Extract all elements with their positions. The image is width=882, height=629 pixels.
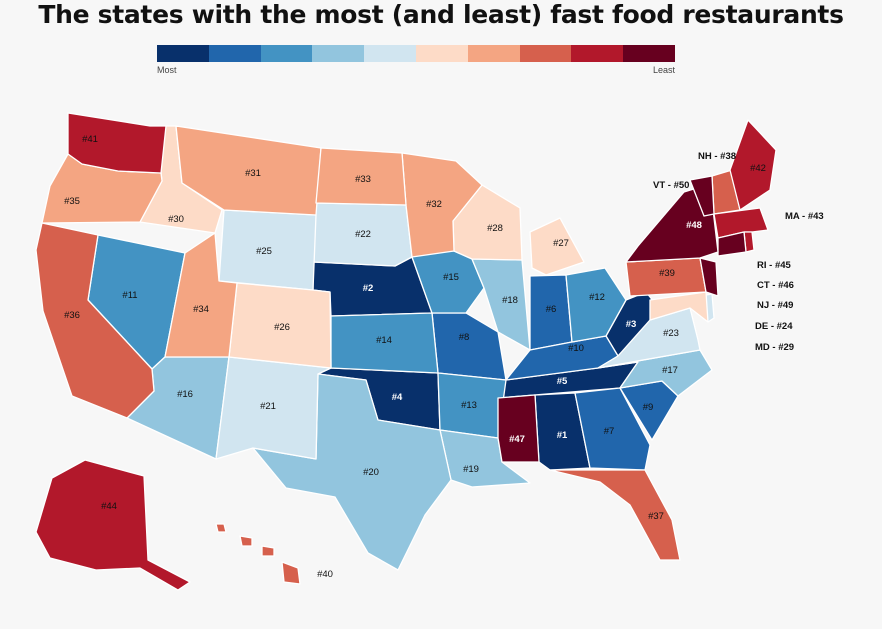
rank-label-north-carolina: #17 bbox=[662, 365, 678, 376]
rank-label-washington: #41 bbox=[82, 134, 98, 145]
rank-label-oregon: #35 bbox=[64, 196, 80, 207]
state-vermont[interactable] bbox=[689, 175, 715, 217]
rank-label-arizona: #16 bbox=[177, 389, 193, 400]
state-washington[interactable] bbox=[67, 112, 167, 174]
legend-swatch-5 bbox=[364, 45, 416, 62]
legend-high-label: Least bbox=[652, 65, 675, 75]
state-north-dakota[interactable] bbox=[315, 147, 407, 206]
rank-label-texas: #20 bbox=[363, 467, 379, 478]
rank-label-oklahoma: #4 bbox=[392, 392, 403, 403]
rank-label-florida: #37 bbox=[648, 511, 664, 522]
state-florida[interactable] bbox=[549, 469, 681, 561]
state-maine[interactable] bbox=[729, 119, 777, 211]
rank-label-mississippi: #47 bbox=[509, 434, 525, 445]
rank-label-tennessee: #5 bbox=[557, 376, 568, 387]
state-alaska[interactable] bbox=[35, 459, 191, 591]
state-new-york[interactable] bbox=[625, 183, 719, 263]
rank-label-iowa: #15 bbox=[443, 272, 459, 283]
legend-swatch-7 bbox=[467, 45, 520, 62]
rank-label-montana: #31 bbox=[245, 168, 261, 179]
legend-swatch-8 bbox=[519, 45, 572, 62]
rank-label-utah: #34 bbox=[193, 304, 209, 315]
rank-label-west-virginia: #3 bbox=[626, 319, 637, 330]
legend-color-scale bbox=[157, 45, 675, 62]
state-montana[interactable] bbox=[175, 125, 322, 216]
map-title: The states with the most (and least) fas… bbox=[38, 0, 844, 29]
rank-label-maine: #42 bbox=[750, 163, 766, 174]
rank-label-kentucky: #10 bbox=[568, 343, 584, 354]
rank-label-colorado: #26 bbox=[274, 322, 290, 333]
legend-low-label: Most bbox=[157, 65, 177, 75]
side-label-vt: VT - #50 bbox=[653, 180, 689, 191]
legend-swatch-6 bbox=[415, 45, 468, 62]
state-california[interactable] bbox=[35, 222, 155, 419]
side-label-nh: NH - #38 bbox=[698, 151, 736, 162]
rank-label-missouri: #8 bbox=[459, 332, 470, 343]
rank-label-nevada: #11 bbox=[122, 290, 137, 301]
state-utah[interactable] bbox=[164, 232, 238, 358]
rank-label-pennsylvania: #39 bbox=[659, 268, 675, 279]
legend-swatch-1 bbox=[157, 45, 209, 62]
rank-label-kansas: #14 bbox=[376, 335, 392, 346]
rank-label-arkansas: #13 bbox=[461, 400, 477, 411]
legend-swatch-4 bbox=[312, 45, 365, 62]
legend-swatch-2 bbox=[208, 45, 261, 62]
rank-label-new-mexico: #21 bbox=[260, 401, 276, 412]
rank-label-south-carolina: #9 bbox=[643, 402, 654, 413]
side-label-ct: CT - #46 bbox=[757, 280, 794, 291]
state-mississippi[interactable] bbox=[497, 394, 540, 463]
rank-label-north-dakota: #33 bbox=[355, 174, 371, 185]
rank-label-ohio: #12 bbox=[589, 292, 605, 303]
rank-label-new-york: #48 bbox=[686, 220, 702, 231]
rank-label-georgia: #7 bbox=[604, 426, 615, 437]
state-minnesota[interactable] bbox=[401, 152, 483, 258]
rank-label-michigan: #27 bbox=[553, 238, 569, 249]
rank-label-hawaii: #40 bbox=[317, 569, 333, 580]
state-hawaii[interactable] bbox=[215, 523, 301, 585]
side-label-ma: MA - #43 bbox=[785, 211, 824, 222]
legend-swatch-3 bbox=[260, 45, 313, 62]
state-new-jersey[interactable] bbox=[699, 257, 719, 297]
side-label-md: MD - #29 bbox=[755, 342, 794, 353]
legend-swatch-10 bbox=[623, 45, 675, 62]
rank-label-alabama: #1 bbox=[557, 430, 568, 441]
rank-label-minnesota: #32 bbox=[426, 199, 442, 210]
legend-swatch-9 bbox=[571, 45, 624, 62]
state-michigan[interactable] bbox=[529, 217, 585, 276]
rank-label-louisiana: #19 bbox=[463, 464, 479, 475]
rank-label-alaska: #44 bbox=[101, 501, 117, 512]
side-label-ri: RI - #45 bbox=[757, 260, 792, 271]
rank-label-idaho: #30 bbox=[168, 214, 184, 225]
rank-label-illinois: #18 bbox=[502, 295, 518, 306]
state-maryland[interactable] bbox=[649, 291, 709, 323]
rank-label-wisconsin: #28 bbox=[487, 223, 503, 234]
rank-label-california: #36 bbox=[64, 310, 80, 321]
side-label-de: DE - #24 bbox=[755, 321, 793, 332]
state-georgia[interactable] bbox=[574, 387, 651, 471]
rank-label-indiana: #6 bbox=[546, 304, 557, 315]
state-ohio[interactable] bbox=[565, 267, 627, 343]
rank-label-wyoming: #25 bbox=[256, 246, 272, 257]
rank-label-nebraska: #2 bbox=[363, 283, 374, 294]
side-label-nj: NJ - #49 bbox=[757, 300, 793, 311]
color-legend: Most Least bbox=[157, 45, 675, 77]
rank-label-south-dakota: #22 bbox=[355, 229, 371, 240]
state-north-carolina[interactable] bbox=[597, 349, 713, 397]
rank-label-virginia: #23 bbox=[663, 328, 679, 339]
